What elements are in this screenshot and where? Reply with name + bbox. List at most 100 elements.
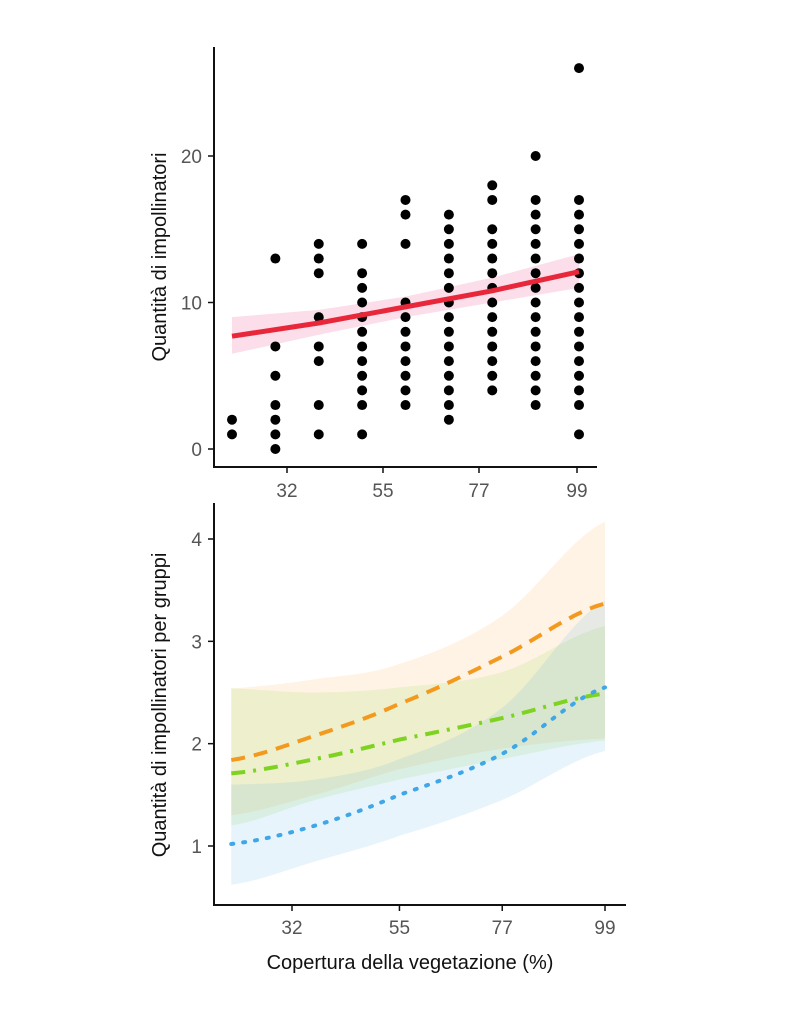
data-point [443, 341, 454, 352]
data-point [443, 268, 454, 279]
y-axis-label: Quantità di impollinatori [149, 153, 171, 362]
data-point [574, 385, 584, 396]
data-point [487, 253, 498, 264]
y-tick-label: 4 [191, 530, 202, 551]
data-point [313, 253, 324, 264]
y-tick-label: 1 [191, 837, 202, 858]
data-point [443, 370, 454, 381]
data-point [487, 341, 498, 352]
data-point [574, 356, 584, 367]
data-point [443, 253, 454, 264]
data-point [574, 209, 584, 220]
y-tick-label: 3 [191, 632, 202, 653]
data-point [530, 400, 541, 411]
data-point [574, 282, 584, 293]
data-point [487, 268, 498, 279]
confidence-ribbon [231, 600, 605, 885]
data-point [530, 370, 541, 381]
data-point [574, 297, 584, 308]
y-axis-label: Quantità di impollinatori per gruppi [149, 553, 171, 858]
x-tick-label: 77 [492, 918, 513, 939]
data-point [530, 312, 541, 323]
data-point [400, 341, 411, 352]
data-point [574, 429, 584, 440]
data-point [400, 238, 411, 249]
data-point [530, 224, 541, 235]
data-point [443, 385, 454, 396]
x-tick-label: 32 [276, 481, 297, 502]
data-point [357, 400, 368, 411]
data-point [400, 400, 411, 411]
data-point [357, 268, 368, 279]
data-point [574, 238, 584, 249]
y-tick-label: 10 [181, 294, 202, 315]
data-point [270, 370, 281, 381]
data-point [530, 209, 541, 220]
line-chart: 32 55 77 99 1 2 3 4 Quantità di impollinatori p… [149, 503, 626, 974]
data-point [530, 326, 541, 337]
data-point [270, 400, 281, 411]
data-point [313, 429, 324, 440]
scatter-points [227, 63, 584, 454]
confidence-ribbon [231, 625, 605, 826]
data-point [357, 341, 368, 352]
series-line-dashed [230, 601, 606, 763]
x-axis-label: Copertura della vegetazione (%) [267, 952, 554, 974]
data-point [487, 224, 498, 235]
data-point [487, 356, 498, 367]
x-tick-label: 55 [389, 918, 410, 939]
data-point [487, 370, 498, 381]
data-point [400, 356, 411, 367]
data-point [400, 326, 411, 337]
series-line-dotted [229, 685, 607, 846]
data-point [357, 429, 368, 440]
data-point [487, 326, 498, 337]
fit-line [231, 269, 580, 339]
data-point [574, 400, 584, 411]
data-point [487, 297, 498, 308]
data-point [313, 356, 324, 367]
data-point [357, 370, 368, 381]
data-point [313, 238, 324, 249]
data-point [443, 209, 454, 220]
y-tick-label: 2 [191, 735, 202, 756]
data-point [530, 341, 541, 352]
x-tick-label: 77 [468, 481, 489, 502]
data-point [357, 297, 368, 308]
confidence-ribbon [231, 521, 605, 816]
data-point [313, 312, 324, 323]
data-point [530, 151, 541, 161]
data-point [270, 414, 281, 425]
data-point [443, 326, 454, 337]
data-point [443, 312, 454, 323]
data-point [530, 282, 541, 293]
data-point [400, 312, 411, 323]
series-line-dashdot [231, 691, 606, 776]
data-point [400, 209, 411, 220]
data-point [357, 238, 368, 249]
data-point [270, 341, 281, 352]
data-point [574, 253, 584, 264]
data-point [443, 238, 454, 249]
data-point [574, 326, 584, 337]
data-point [443, 224, 454, 235]
data-point [530, 268, 541, 279]
data-point [400, 385, 411, 396]
data-point [357, 326, 368, 337]
data-point [270, 253, 281, 264]
data-point [530, 356, 541, 367]
x-tick-label: 99 [594, 918, 615, 939]
x-tick-label: 99 [566, 481, 587, 502]
data-point [574, 312, 584, 323]
y-tick-label: 0 [191, 440, 202, 461]
data-point [530, 385, 541, 396]
data-point [313, 341, 324, 352]
data-point [400, 194, 411, 205]
data-point [313, 400, 324, 411]
data-point [530, 238, 541, 249]
data-point [574, 224, 584, 235]
scatter-chart: 32 55 77 99 0 10 20 Quantità di impollinatori [149, 47, 597, 502]
data-point [443, 356, 454, 367]
data-point [487, 385, 498, 396]
data-point [443, 400, 454, 411]
